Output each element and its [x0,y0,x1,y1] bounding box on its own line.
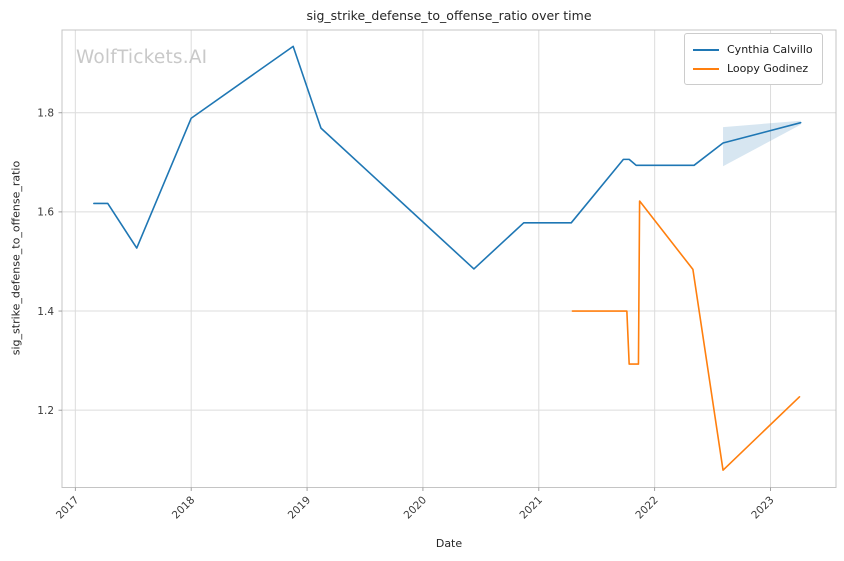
x-tick-label-2023: 2023 [749,494,776,521]
x-axis-label: Date [435,537,463,550]
confidence-band [723,120,801,167]
legend: Cynthia Calvillo Loopy Godinez [684,33,823,85]
x-tick-label-2017: 2017 [54,494,81,521]
watermark: WolfTickets.AI [76,47,208,68]
x-tick-label-2019: 2019 [286,494,313,521]
legend-label: Loopy Godinez [727,62,809,75]
legend-line-swatch-blue [693,48,719,51]
y-tick-label-1.8: 1.8 [37,108,54,120]
legend-item-loopy-godinez: Loopy Godinez [693,59,813,78]
x-tick-label-2021: 2021 [518,494,545,521]
series-line-cynthia-calvillo [93,45,802,270]
y-tick-label-1.2: 1.2 [37,405,54,417]
y-axis-label: sig_strike_defense_to_offense_ratio [9,160,23,356]
x-tick-label-2022: 2022 [633,494,660,521]
y-tick-label-1.6: 1.6 [37,207,54,219]
legend-line-swatch-orange [693,67,719,70]
y-tick-label-1.4: 1.4 [37,306,54,318]
legend-label: Cynthia Calvillo [727,43,813,56]
chart-title: sig_strike_defense_to_offense_ratio over… [306,8,592,23]
x-tick-label-2018: 2018 [170,494,197,521]
x-tick-label-2020: 2020 [402,494,429,521]
legend-item-cynthia-calvillo: Cynthia Calvillo [693,40,813,59]
series-line-loopy-godinez [571,200,801,471]
plot-border [61,29,837,488]
